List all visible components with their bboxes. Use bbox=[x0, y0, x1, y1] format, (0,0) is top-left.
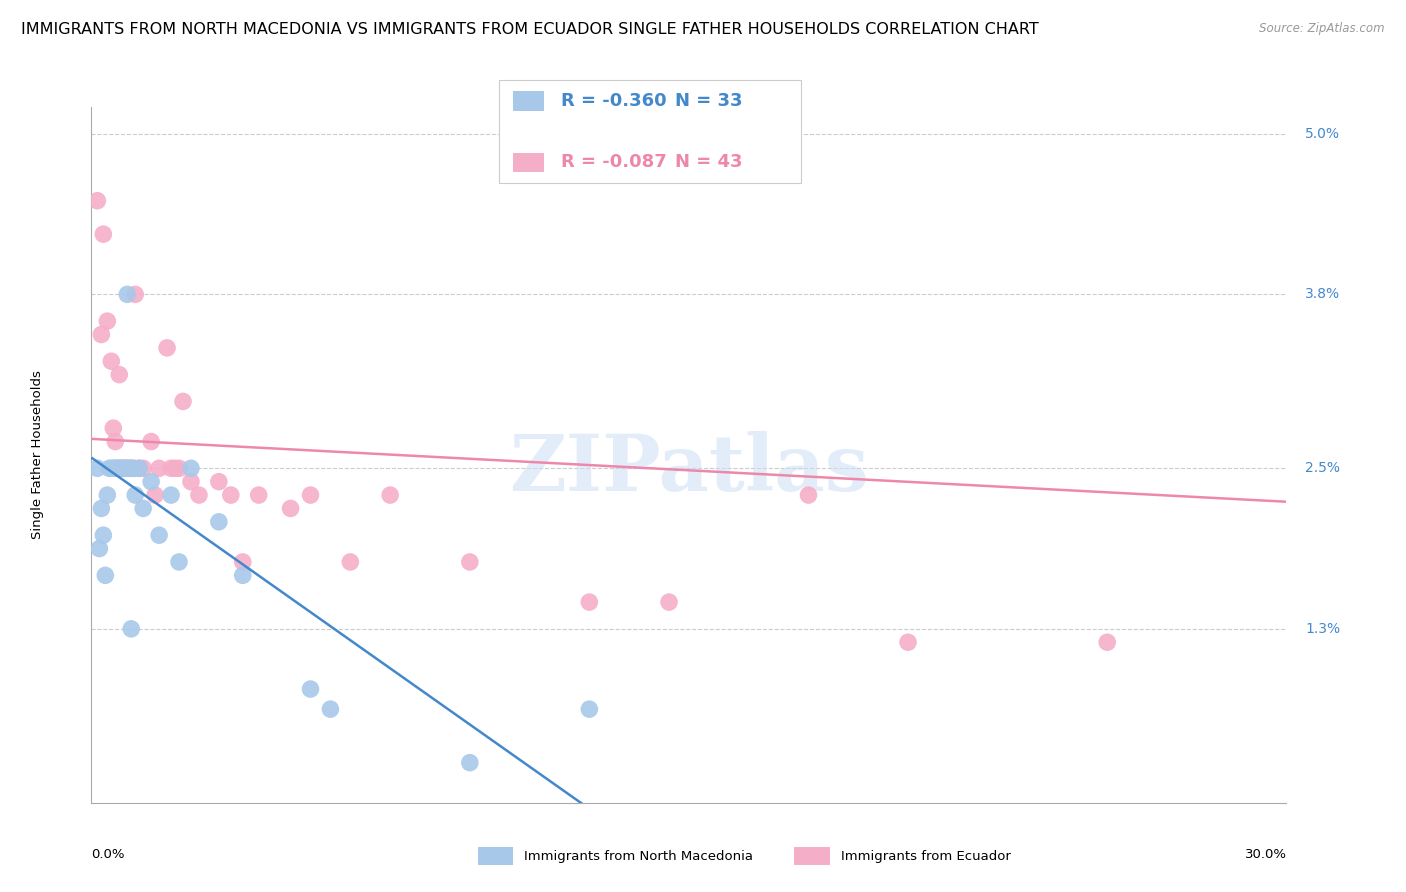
Point bbox=[232, 568, 254, 582]
Point bbox=[232, 555, 254, 569]
Point bbox=[280, 501, 302, 516]
Point bbox=[458, 555, 481, 569]
Point bbox=[118, 461, 141, 475]
Point bbox=[148, 461, 170, 475]
Point bbox=[122, 461, 145, 475]
Point bbox=[93, 227, 114, 241]
Point bbox=[208, 515, 231, 529]
Text: 0.0%: 0.0% bbox=[91, 848, 125, 861]
Point bbox=[122, 461, 145, 475]
Text: 1.3%: 1.3% bbox=[1305, 622, 1340, 636]
Point bbox=[94, 568, 117, 582]
Point bbox=[96, 488, 118, 502]
Point bbox=[114, 461, 136, 475]
Text: R = -0.087: R = -0.087 bbox=[561, 153, 666, 171]
Point bbox=[1097, 635, 1119, 649]
Point bbox=[208, 475, 231, 489]
Text: ZIPatlas: ZIPatlas bbox=[509, 431, 869, 507]
Point bbox=[115, 461, 138, 475]
Point bbox=[188, 488, 211, 502]
Text: Single Father Households: Single Father Households bbox=[31, 370, 44, 540]
Point bbox=[120, 461, 142, 475]
Point bbox=[897, 635, 920, 649]
Point bbox=[112, 461, 135, 475]
Point bbox=[299, 681, 322, 696]
Point bbox=[578, 595, 600, 609]
Point bbox=[100, 461, 122, 475]
Point bbox=[86, 194, 108, 208]
Point bbox=[797, 488, 820, 502]
Point bbox=[89, 541, 111, 556]
Point bbox=[163, 461, 186, 475]
Point bbox=[172, 394, 194, 409]
Point bbox=[103, 461, 125, 475]
Point bbox=[108, 368, 131, 382]
Point bbox=[105, 461, 128, 475]
Point bbox=[115, 287, 138, 301]
Point bbox=[124, 488, 146, 502]
Point bbox=[299, 488, 322, 502]
Point bbox=[110, 461, 132, 475]
Point bbox=[339, 555, 361, 569]
Text: 2.5%: 2.5% bbox=[1305, 461, 1340, 475]
Point bbox=[112, 461, 135, 475]
Point bbox=[120, 622, 142, 636]
Point bbox=[658, 595, 681, 609]
Point bbox=[247, 488, 270, 502]
Point bbox=[160, 461, 183, 475]
Point bbox=[93, 528, 114, 542]
Point bbox=[90, 327, 112, 342]
Point bbox=[98, 461, 121, 475]
Point bbox=[180, 475, 202, 489]
Point bbox=[108, 461, 131, 475]
Point bbox=[110, 461, 132, 475]
Point bbox=[141, 434, 162, 449]
Point bbox=[160, 488, 183, 502]
Point bbox=[219, 488, 242, 502]
Text: Immigrants from Ecuador: Immigrants from Ecuador bbox=[841, 850, 1011, 863]
Point bbox=[96, 314, 118, 328]
Point bbox=[86, 461, 108, 475]
Point bbox=[104, 461, 127, 475]
Point bbox=[319, 702, 342, 716]
Text: 30.0%: 30.0% bbox=[1244, 848, 1286, 861]
Point bbox=[105, 461, 128, 475]
Text: Source: ZipAtlas.com: Source: ZipAtlas.com bbox=[1260, 22, 1385, 36]
Text: N = 33: N = 33 bbox=[675, 92, 742, 110]
Point bbox=[167, 461, 190, 475]
Point bbox=[148, 528, 170, 542]
Point bbox=[180, 461, 202, 475]
Point bbox=[132, 501, 155, 516]
Text: 3.8%: 3.8% bbox=[1305, 287, 1340, 301]
Text: N = 43: N = 43 bbox=[675, 153, 742, 171]
Point bbox=[118, 461, 141, 475]
Point bbox=[378, 488, 402, 502]
Point bbox=[156, 341, 179, 355]
Text: IMMIGRANTS FROM NORTH MACEDONIA VS IMMIGRANTS FROM ECUADOR SINGLE FATHER HOUSEHO: IMMIGRANTS FROM NORTH MACEDONIA VS IMMIG… bbox=[21, 22, 1039, 37]
Point bbox=[141, 475, 162, 489]
Point bbox=[167, 555, 190, 569]
Point bbox=[458, 756, 481, 770]
Point bbox=[90, 501, 112, 516]
Point bbox=[104, 434, 127, 449]
Point bbox=[114, 461, 136, 475]
Point bbox=[124, 287, 146, 301]
Point bbox=[103, 421, 125, 435]
Point bbox=[128, 461, 150, 475]
Text: 5.0%: 5.0% bbox=[1305, 127, 1340, 141]
Text: Immigrants from North Macedonia: Immigrants from North Macedonia bbox=[524, 850, 754, 863]
Text: R = -0.360: R = -0.360 bbox=[561, 92, 666, 110]
Point bbox=[100, 354, 122, 368]
Point bbox=[128, 461, 150, 475]
Point bbox=[578, 702, 600, 716]
Point bbox=[143, 488, 166, 502]
Point bbox=[132, 461, 155, 475]
